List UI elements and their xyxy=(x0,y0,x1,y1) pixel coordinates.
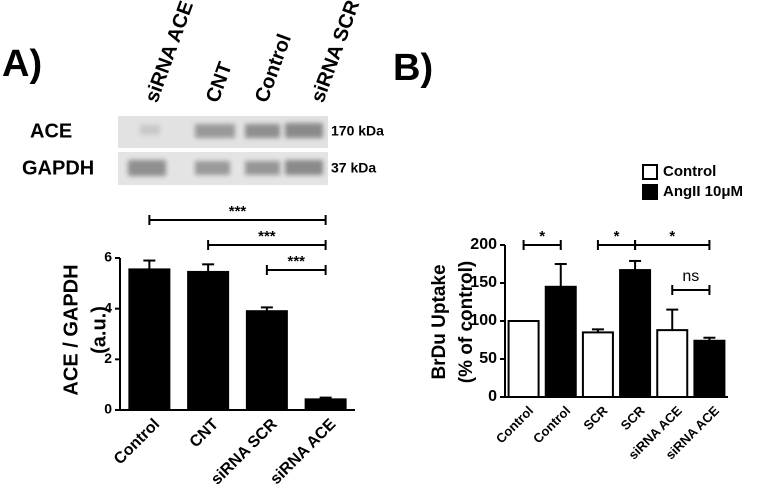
blot-size-label: 37 kDa xyxy=(331,160,376,176)
blot-row-label: ACE xyxy=(30,120,72,142)
significance-bracket xyxy=(522,240,562,250)
y-tick-label: 0 xyxy=(104,401,112,417)
panel-label: B) xyxy=(393,47,433,89)
significance-label: *** xyxy=(287,253,305,270)
lane-label: siRNA SCR xyxy=(307,0,364,106)
y-axis-label: ACE / GAPDH xyxy=(60,264,82,395)
significance-label: ns xyxy=(682,268,699,285)
bar xyxy=(187,270,230,411)
significance-bracket xyxy=(671,285,711,295)
bar xyxy=(544,285,577,398)
x-tick-label: SCR xyxy=(580,403,610,433)
significance-label: *** xyxy=(258,228,276,245)
x-tick-label: Control xyxy=(530,403,573,446)
legend-swatch xyxy=(642,184,658,200)
legend-label: AngII 10μM xyxy=(663,183,743,200)
bar xyxy=(581,331,614,398)
y-tick-label: 4 xyxy=(104,299,112,315)
bar xyxy=(304,398,347,411)
significance-label: * xyxy=(539,228,545,245)
y-tick-label: 6 xyxy=(104,249,112,265)
blot-row-label: GAPDH xyxy=(22,157,94,179)
x-tick-label: SCR xyxy=(618,403,648,433)
lane-label: Control xyxy=(251,31,296,105)
significance-label: * xyxy=(669,228,675,245)
blot-size-label: 170 kDa xyxy=(331,123,384,139)
bar xyxy=(245,310,288,412)
y-axis-label: (% of control) xyxy=(456,261,477,383)
x-tick-label: Control xyxy=(493,403,536,446)
lane-label: CNT xyxy=(202,59,237,105)
bar xyxy=(656,329,689,398)
significance-label: * xyxy=(614,228,620,245)
bar xyxy=(507,320,540,398)
y-tick-label: 50 xyxy=(479,350,497,367)
x-tick-label: Control xyxy=(111,416,163,468)
blot-bands xyxy=(128,123,323,176)
y-tick-label: 2 xyxy=(104,350,112,366)
y-tick-label: 150 xyxy=(470,274,497,291)
y-axis-label: BrDu Uptake xyxy=(429,264,450,379)
significance-bracket xyxy=(634,240,711,250)
bar xyxy=(693,339,726,399)
bar xyxy=(619,269,652,398)
significance-bracket xyxy=(265,265,327,275)
y-tick-label: 200 xyxy=(470,236,497,253)
y-axis-label: (a.u.) xyxy=(88,306,110,354)
significance-label: *** xyxy=(229,203,247,220)
significance-bracket xyxy=(207,240,327,250)
legend-swatch xyxy=(642,164,658,180)
legend-label: Control xyxy=(663,163,716,180)
x-tick-label: CNT xyxy=(187,416,222,451)
y-tick-label: 0 xyxy=(488,388,497,405)
y-tick-label: 100 xyxy=(470,312,497,329)
panel-label: A) xyxy=(2,43,42,85)
bar xyxy=(128,268,171,411)
lane-label: siRNA ACE xyxy=(141,0,198,106)
blot xyxy=(118,116,328,185)
significance-bracket xyxy=(148,215,327,225)
